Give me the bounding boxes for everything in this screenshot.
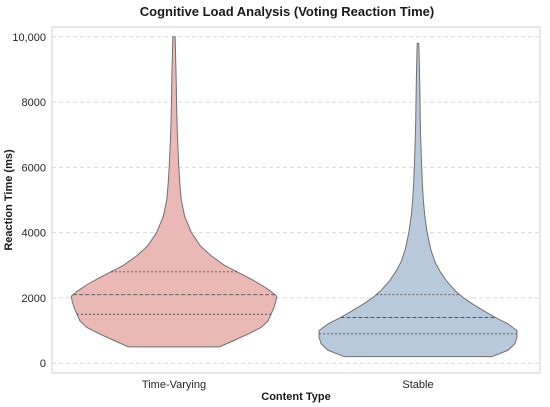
x-tick-label: Stable xyxy=(402,379,433,391)
y-axis-label: Reaction Time (ms) xyxy=(3,149,15,251)
violins xyxy=(70,36,518,358)
plot-frame xyxy=(51,26,541,374)
y-axis-ticks: 0 2000 4000 6000 8000 10,000 xyxy=(12,32,46,370)
x-axis-ticks: Time-Varying Stable xyxy=(142,379,434,391)
y-tick-label: 6000 xyxy=(22,162,46,174)
violin-body xyxy=(70,36,278,348)
y-tick-label: 8000 xyxy=(22,97,46,109)
violin-stable xyxy=(318,42,518,358)
y-tick-label: 2000 xyxy=(22,293,46,305)
chart-title: Cognitive Load Analysis (Voting Reaction… xyxy=(140,4,434,19)
violin-body xyxy=(318,42,518,358)
x-tick-label: Time-Varying xyxy=(142,379,206,391)
x-axis-label: Content Type xyxy=(261,391,330,403)
y-tick-label: 0 xyxy=(40,358,46,370)
violin-time-varying xyxy=(70,36,278,348)
y-tick-label: 10,000 xyxy=(12,32,46,44)
y-tick-label: 4000 xyxy=(22,228,46,240)
